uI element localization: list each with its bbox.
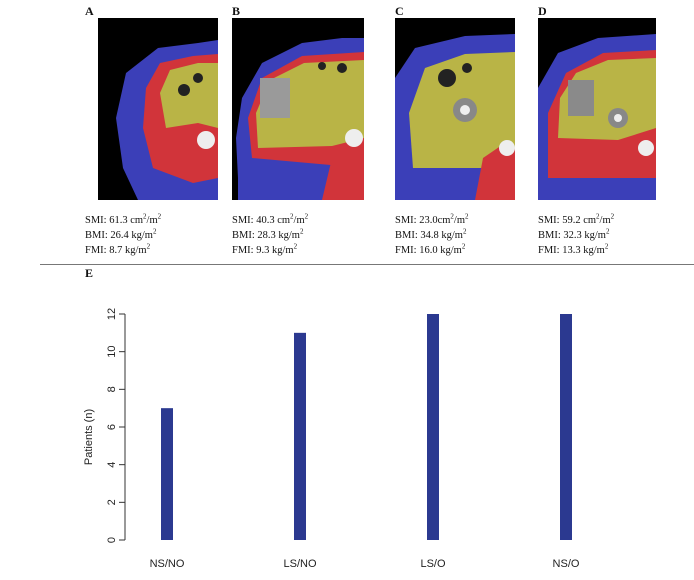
metrics-b: SMI: 40.3 cm2/m2 BMI: 28.3 kg/m2 FMI: 9.… bbox=[232, 213, 308, 258]
panel-letter: B bbox=[232, 4, 241, 18]
bar-ns-o bbox=[560, 314, 572, 540]
bmi-value: BMI: 26.4 kg/m2 bbox=[85, 227, 157, 241]
fmi-value: FMI: 9.3 kg/m2 bbox=[232, 242, 298, 256]
metrics-d: SMI: 59.2 cm2/m2 BMI: 32.3 kg/m2 FMI: 13… bbox=[538, 213, 614, 258]
ct-scan-image-d bbox=[538, 18, 656, 200]
y-tick-label: 4 bbox=[106, 462, 118, 468]
y-tick-label: 12 bbox=[106, 308, 118, 320]
y-tick-label: 10 bbox=[106, 346, 118, 358]
bmi-value: BMI: 34.8 kg/m2 bbox=[395, 227, 467, 241]
bar-ls-no bbox=[294, 332, 306, 540]
bar-ls-o bbox=[427, 314, 439, 540]
panel-letter: D bbox=[538, 4, 547, 18]
x-category-label: NS/O bbox=[553, 558, 580, 570]
y-tick-label: 8 bbox=[106, 386, 118, 392]
panel-letter-e: E bbox=[85, 266, 94, 280]
ct-scan-image-c bbox=[395, 18, 515, 200]
y-tick-label: 2 bbox=[106, 499, 118, 505]
metrics-c: SMI: 23.0cm2/m2 BMI: 34.8 kg/m2 FMI: 16.… bbox=[395, 213, 469, 258]
y-axis-label: Patients (n) bbox=[83, 409, 95, 465]
x-category-label: LS/NO bbox=[283, 558, 316, 570]
ct-scan-image-b bbox=[232, 18, 364, 200]
panel-letter: C bbox=[395, 4, 404, 18]
bmi-value: BMI: 32.3 kg/m2 bbox=[538, 227, 610, 241]
ct-scan-image-a bbox=[98, 18, 218, 200]
fmi-value: FMI: 8.7 kg/m2 bbox=[85, 242, 151, 256]
panel-letter: A bbox=[85, 4, 94, 18]
bmi-value: BMI: 28.3 kg/m2 bbox=[232, 227, 304, 241]
x-category-label: LS/O bbox=[420, 558, 446, 570]
smi-value: SMI: 61.3 cm2/m2 bbox=[85, 212, 162, 226]
section-divider bbox=[40, 264, 694, 265]
smi-value: SMI: 59.2 cm2/m2 bbox=[538, 212, 615, 226]
x-category-label: NS/NO bbox=[150, 558, 185, 570]
y-tick-label: 6 bbox=[106, 424, 118, 430]
fmi-value: FMI: 13.3 kg/m2 bbox=[538, 242, 609, 256]
bar-chart: 0 2 4 6 8 10 12 Patients (n) NS/NO LS/NO LS/O NS/O bbox=[83, 308, 580, 570]
smi-value: SMI: 23.0cm2/m2 bbox=[395, 212, 469, 226]
fmi-value: FMI: 16.0 kg/m2 bbox=[395, 242, 466, 256]
y-tick-label: 0 bbox=[106, 537, 118, 543]
smi-value: SMI: 40.3 cm2/m2 bbox=[232, 212, 309, 226]
bar-ns-no bbox=[161, 408, 173, 540]
metrics-a: SMI: 61.3 cm2/m2 BMI: 26.4 kg/m2 FMI: 8.… bbox=[85, 213, 161, 258]
